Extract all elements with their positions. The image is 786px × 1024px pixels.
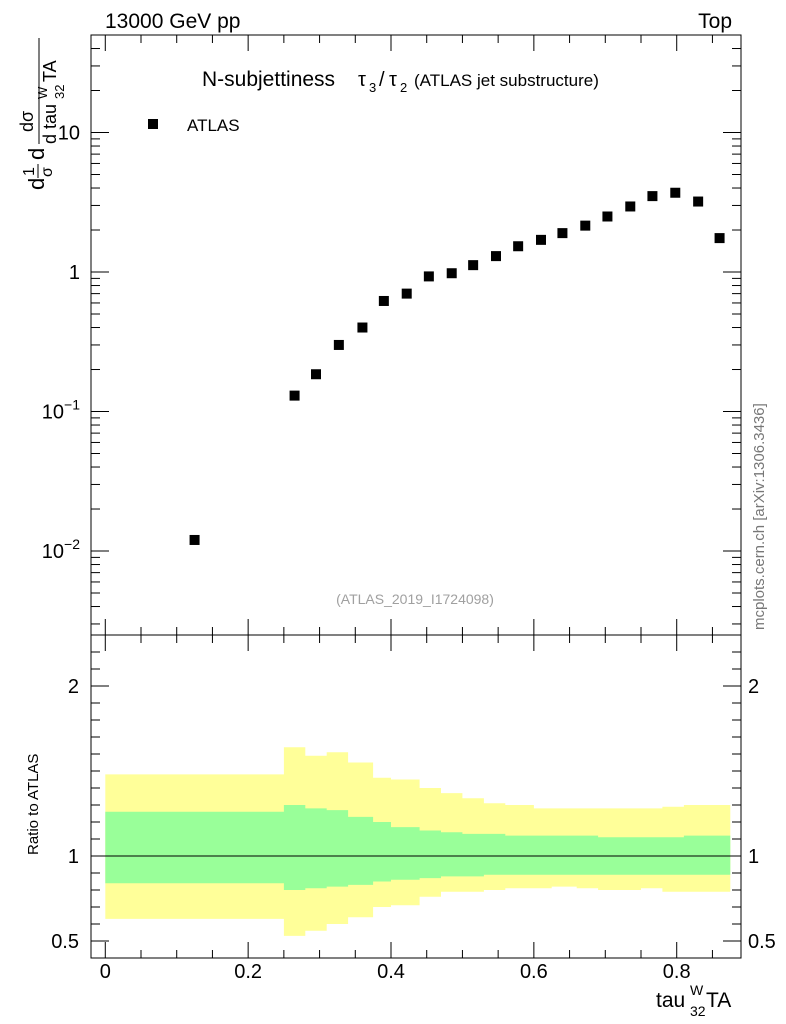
data-point [602,211,613,222]
data-point [536,234,546,245]
data-point [557,228,568,239]
svg-text:τ: τ [358,69,366,91]
data-point [446,268,457,279]
svg-text:dσ: dσ [17,111,37,132]
ratio-y-tick-label-left: 2 [68,676,79,698]
svg-text:τ: τ [389,69,397,91]
data-point [580,220,591,231]
svg-text:1: 1 [21,167,38,176]
legend-label: ATLAS [187,116,240,135]
main-ylabel: d 1 σ d dσ d tau W 32 TA [17,38,67,190]
svg-text:32: 32 [52,85,67,99]
data-point [333,339,344,350]
legend-marker [148,119,158,129]
x-tick-label: 0.4 [377,961,405,983]
svg-text:3: 3 [369,80,376,95]
source-label: mcplots.cern.ch [arXiv:1306.3436] [751,403,768,630]
x-tick-label: 0.2 [234,961,262,983]
svg-text:(ATLAS jet substructure): (ATLAS jet substructure) [414,71,599,90]
ratio-y-tick-label-right: 1 [748,846,759,868]
svg-text:W: W [35,86,50,99]
x-tick-label: 0 [100,961,111,983]
svg-text:TA: TA [706,989,731,1012]
y-tick-label: 1 [69,262,80,284]
ratio-y-tick-label-right: 0.5 [748,931,776,953]
x-tick-label: 0.6 [520,961,548,983]
svg-text:N-subjettiness: N-subjettiness [202,68,335,91]
data-point [714,233,725,244]
main-plot: 10−2 10−1 1 10 [42,34,742,651]
data-point [647,191,658,202]
analysis-id: (ATLAS_2019_I1724098) [336,591,494,607]
ratio-y-tick-label-left: 0.5 [51,931,79,953]
ratio-y-tick-label-right: 2 [748,676,759,698]
data-point [693,196,704,207]
process-label: Top [698,10,732,33]
svg-text:2: 2 [400,80,407,95]
uncertainty-band-inner [105,805,731,890]
ratio-frame [90,634,742,959]
data-point [625,201,636,212]
plot-title: N-subjettiness τ 3 / τ 2 (ATLAS jet subs… [202,68,599,95]
ratio-plot: 0 0.2 0.4 0.6 0.8 0.5 0.5 1 1 2 2 [51,634,776,983]
ratio-y-tick-label-left: 1 [68,846,79,868]
data-point [401,288,412,299]
svg-text:σ: σ [39,167,56,177]
svg-text:d tau: d tau [40,104,60,144]
data-point [311,369,321,380]
svg-text:d: d [24,178,49,190]
xaxis-label: tau W 32 TA [656,982,731,1019]
data-point [357,322,368,333]
data-point [491,251,501,262]
data-point [378,295,389,306]
svg-text:32: 32 [690,1003,706,1019]
svg-text:W: W [690,982,704,998]
svg-text:tau: tau [656,989,685,1012]
svg-text:TA: TA [40,60,60,82]
svg-text:/: / [379,69,385,91]
data-point [670,187,681,198]
data-point [513,241,524,252]
y-tick-label: 10−2 [42,536,80,563]
data-point [468,260,479,271]
energy-label: 13000 GeV pp [105,10,240,33]
y-tick-label: 10 [58,123,80,145]
y-tick-label: 10−1 [42,397,80,424]
svg-text:d: d [24,148,49,160]
data-point [423,271,434,282]
data-point [289,390,300,401]
data-point [189,534,200,545]
x-tick-label: 0.8 [663,961,691,983]
ratio-ylabel: Ratio to ATLAS [25,754,42,855]
